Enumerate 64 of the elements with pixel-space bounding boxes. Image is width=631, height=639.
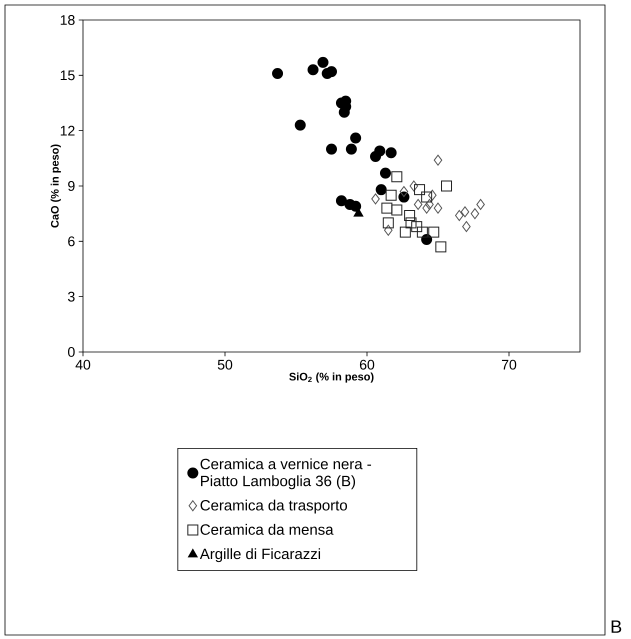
y-tick-label: 0 (68, 347, 75, 357)
point (414, 184, 426, 196)
x-tick-label: 50 (218, 360, 232, 370)
legend-label: Ceramica da trasporto (200, 500, 348, 514)
point (470, 208, 480, 220)
point (411, 221, 422, 232)
legend-label: Ceramica a vernice nera - Piatto Lamboglia 36 (B) (200, 458, 372, 490)
point (425, 198, 434, 210)
point (428, 190, 437, 201)
point (455, 210, 464, 222)
point (380, 168, 391, 179)
point (391, 204, 402, 216)
x-tick-label: 60 (360, 360, 374, 370)
point (421, 192, 432, 203)
y-axis-title: CaO (% in peso) (50, 144, 61, 228)
y-tick-label: 9 (68, 181, 75, 191)
point (400, 186, 408, 198)
point (382, 217, 394, 228)
point (294, 120, 306, 131)
text: B (612, 620, 622, 633)
point (400, 226, 411, 238)
legend-label: Argille di Ficarazzi (200, 548, 320, 562)
x-tick-label: 40 (76, 360, 90, 370)
y-tick-label: 3 (68, 292, 75, 302)
point (308, 64, 319, 76)
y-tick-label: 6 (68, 236, 75, 246)
point (441, 180, 452, 192)
point (386, 190, 397, 201)
point (391, 171, 402, 182)
point (416, 226, 428, 238)
y-tick-label: 12 (60, 126, 75, 136)
legend-label: Ceramica da mensa (200, 524, 334, 535)
point (338, 106, 350, 118)
point (460, 206, 470, 218)
point (406, 217, 417, 228)
point (476, 198, 485, 210)
point (376, 184, 387, 196)
point (414, 198, 422, 210)
point (434, 202, 442, 214)
point (336, 195, 347, 206)
point (462, 221, 471, 232)
point (404, 210, 416, 222)
point (434, 154, 442, 166)
point (326, 66, 337, 78)
y-tick-label: 15 (60, 70, 75, 80)
point (410, 180, 418, 192)
point (346, 144, 357, 155)
point (386, 147, 397, 158)
y-tick-label: 18 (60, 15, 75, 25)
point (354, 208, 364, 217)
x-axis-title: SiO$_{2}$ (% in peso) (289, 372, 374, 383)
point (317, 56, 328, 68)
point (326, 144, 337, 155)
point (435, 241, 446, 252)
point (374, 145, 386, 156)
x-tick-label: 70 (502, 360, 516, 370)
point (272, 68, 284, 79)
point (371, 193, 380, 204)
point (381, 202, 392, 214)
point (422, 202, 431, 214)
point (384, 224, 393, 236)
point (428, 226, 440, 238)
point (350, 200, 362, 212)
point (350, 132, 362, 144)
